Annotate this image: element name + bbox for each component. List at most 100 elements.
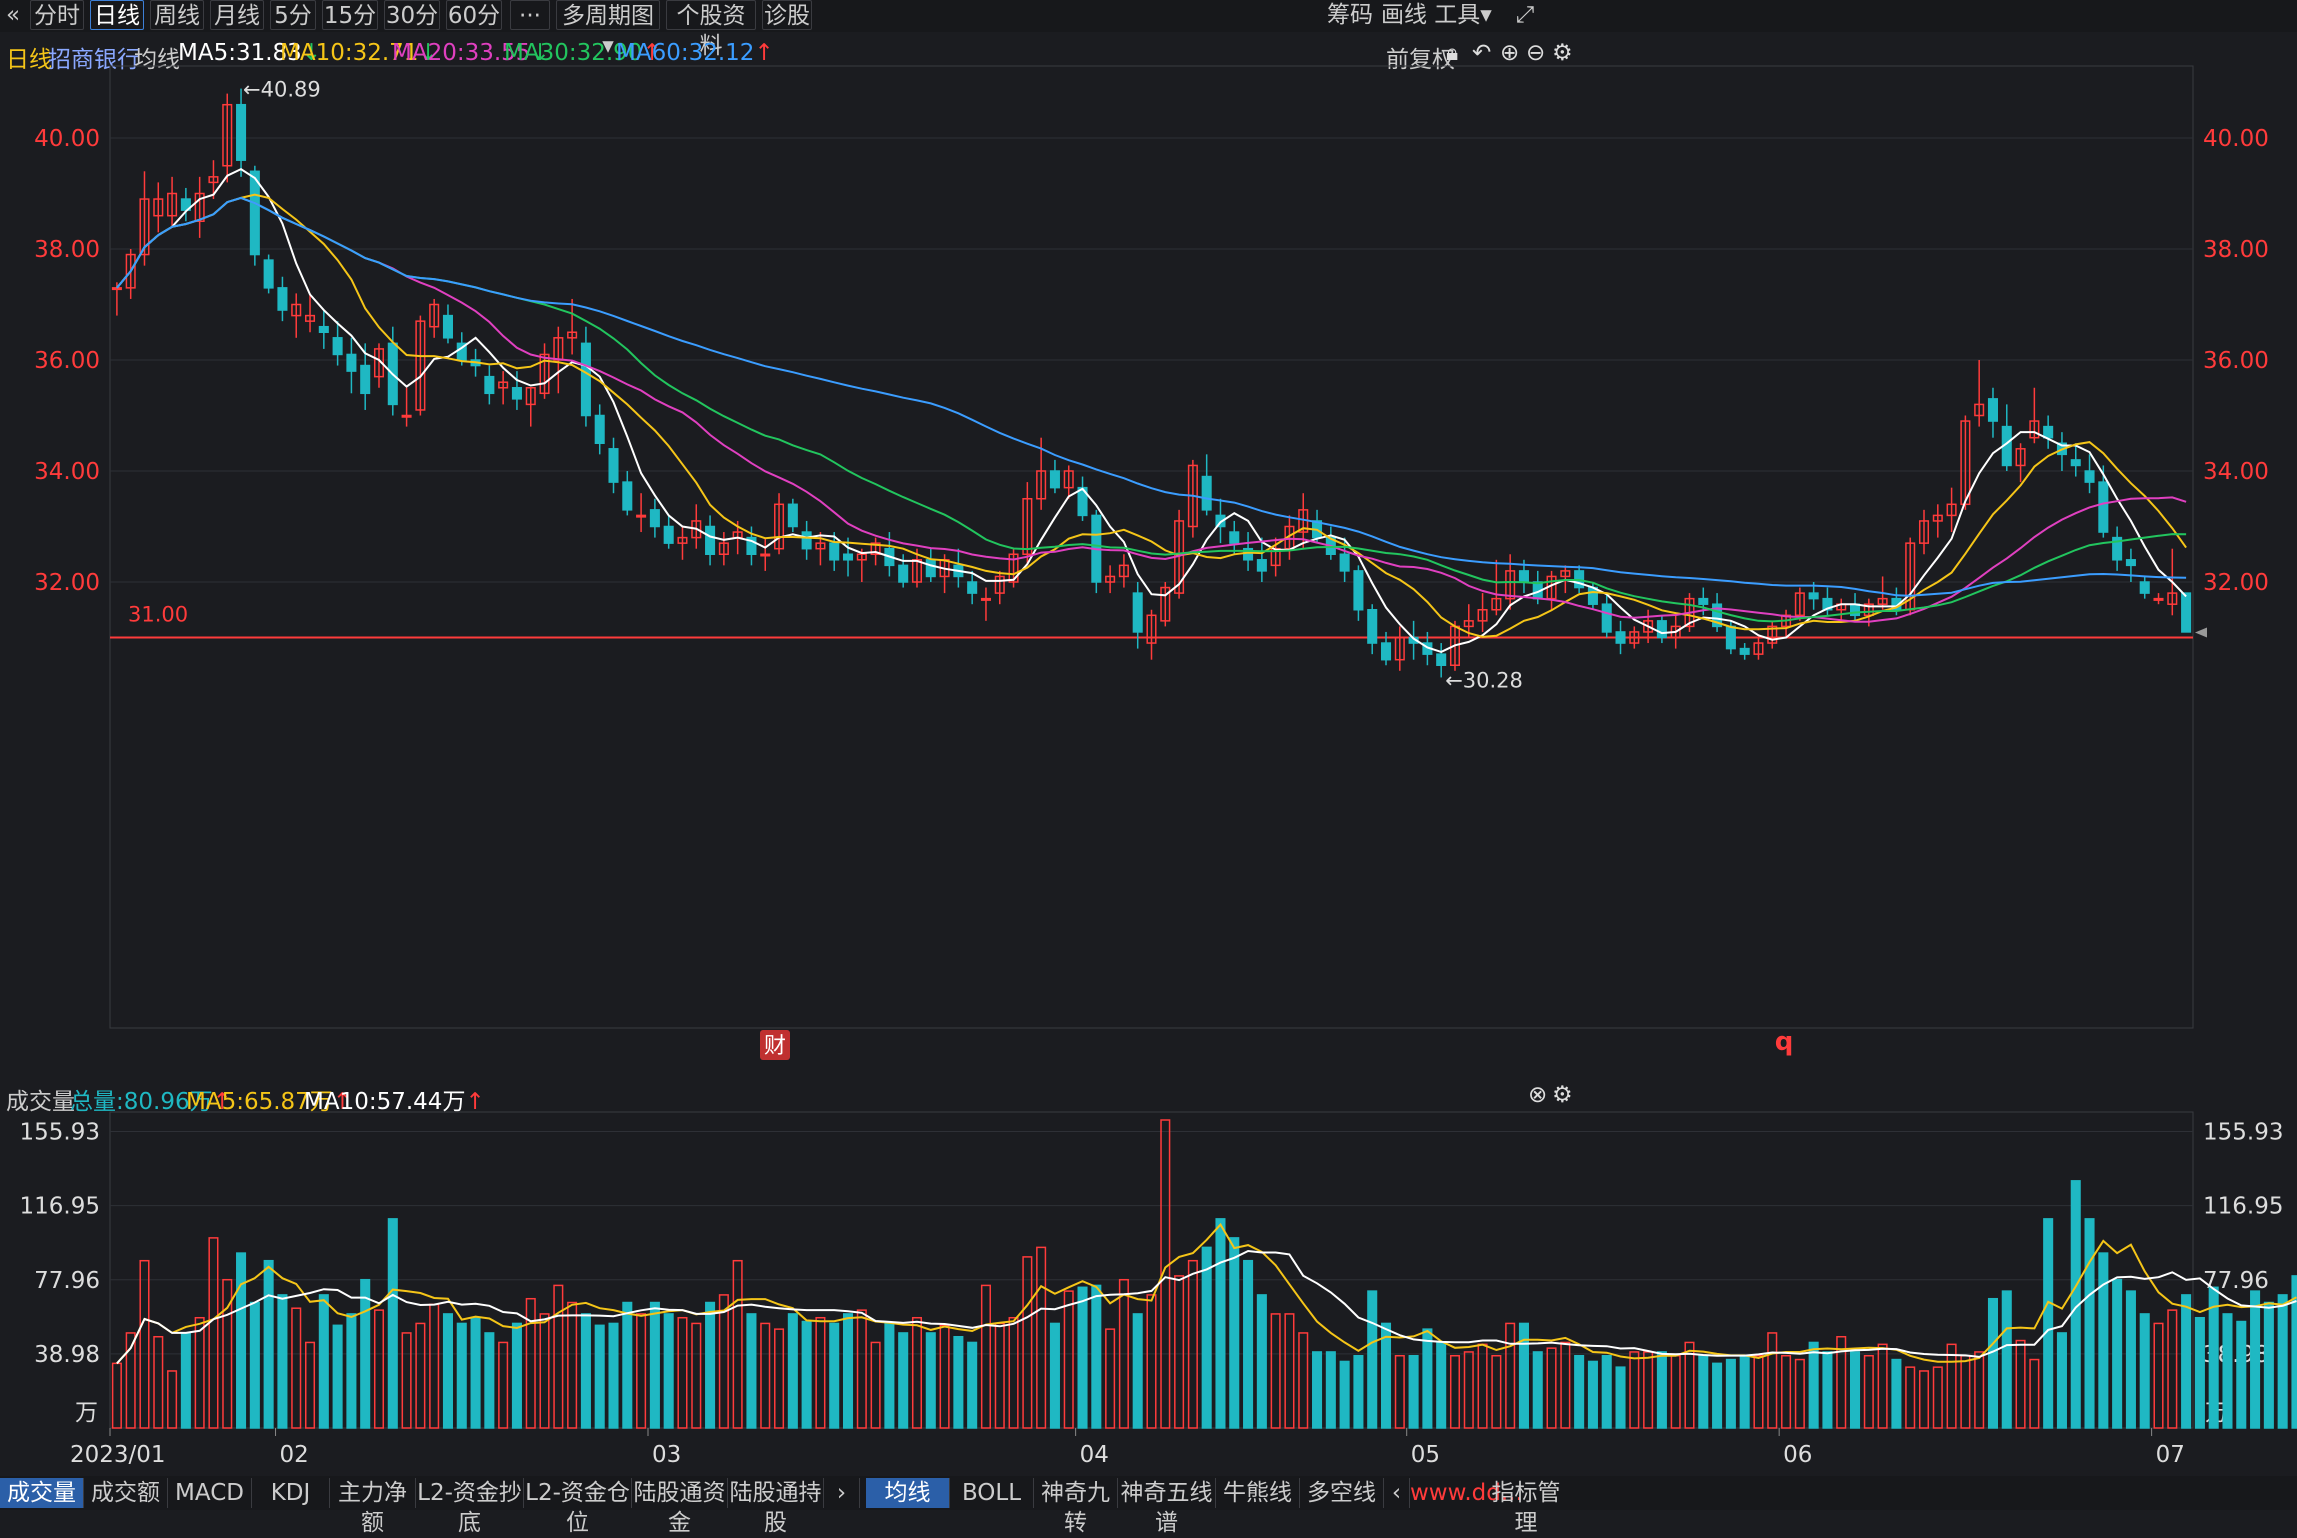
candle-body [263,259,274,289]
volume-bar [291,1307,302,1429]
tab-td9[interactable]: 神奇九转 [1034,1478,1118,1536]
more-button[interactable]: ··· [510,0,550,30]
fullscreen-icon[interactable]: ⤢ [1515,2,1535,28]
volume-gear-icon[interactable]: ⚙ [1552,1082,1573,1108]
candle-body [1105,575,1116,583]
tab-kdj[interactable]: KDJ [252,1478,330,1508]
ma10-line [116,193,2187,638]
multi-period-dropdown[interactable]: 多周期图 ▾ [556,0,660,59]
indicator-manage-button[interactable]: 指标管理 [1491,1480,1561,1536]
volume-bar [1532,1351,1543,1429]
avg-label[interactable]: 均线 [134,47,180,73]
tab-hk-flow[interactable]: 陆股通资金 [632,1478,728,1536]
zoom-out-icon[interactable]: ⊖ [1526,40,1546,66]
volume-bar [1312,1351,1323,1429]
volume-ma5-line [116,1222,2297,1365]
tab-l2-bottom[interactable]: L2-资金抄底 [416,1478,524,1536]
candle-body [1201,475,1212,511]
tab-rixian[interactable]: 日线 [90,0,144,30]
volume-bar [856,1309,867,1429]
tab-15min[interactable]: 15分 [322,0,378,30]
candle-body [1822,597,1833,611]
tab-volume[interactable]: 成交量 [0,1478,84,1508]
volume-bar [1574,1355,1585,1429]
volume-bar [801,1320,812,1429]
candle-body [484,375,495,395]
candle-body [1725,625,1736,650]
zoom-in-icon[interactable]: ⊕ [1500,40,1520,66]
tab-5min[interactable]: 5分 [270,0,316,30]
x-label: 02 [280,1442,309,1468]
chip-button[interactable]: 筹码 [1327,2,1373,28]
gear-icon[interactable]: ⚙ [1552,40,1573,66]
tab-hk-hold[interactable]: 陆股通持股 [728,1478,824,1536]
candle-body [980,597,991,601]
candle-body [760,553,771,557]
volume-bar [1822,1351,1833,1429]
tab-yuexian[interactable]: 月线 [210,0,264,30]
candle-body [2098,481,2109,533]
candle-body [332,337,343,356]
tab-30min[interactable]: 30分 [384,0,440,30]
tab-zhouxian[interactable]: 周线 [150,0,204,30]
tab-l2-position[interactable]: L2-资金仓位 [524,1478,632,1536]
tab-boll[interactable]: BOLL [950,1478,1034,1508]
candle-body [1477,609,1488,622]
draw-button[interactable]: 画线 [1381,2,1427,28]
tab-60min[interactable]: 60分 [446,0,502,30]
tab-long-short[interactable]: 多空线 [1300,1478,1384,1508]
volume-bar [953,1335,964,1429]
candle-body [898,564,909,583]
volume-bar [125,1332,136,1429]
back-icon[interactable]: « [5,2,21,28]
volume-bar [2250,1290,2261,1429]
candle-body [774,503,785,550]
lock-icon[interactable]: 🔒︎ [1446,40,1459,66]
tab-bull-bear[interactable]: 牛熊线 [1216,1478,1300,1508]
volume-bar [1201,1246,1212,1429]
undo-icon[interactable]: ↶ [1472,40,1492,66]
chevron-left-icon[interactable]: ‹ [1384,1478,1410,1508]
volume-bar [842,1313,854,1429]
chevron-right-icon[interactable]: › [824,1478,860,1508]
tab-main-net[interactable]: 主力净额 [330,1478,416,1536]
high-label: ←40.89 [243,78,321,102]
candle-body [429,303,440,328]
volume-bar [1850,1351,1861,1429]
candle-body [2015,448,2026,467]
close-icon[interactable]: ⊗ [1528,1082,1548,1108]
candle-body [801,531,812,550]
candle-body [153,198,164,217]
price-chart[interactable]: 40.00 40.00 38.00 38.00 36.00 36.00 34.00 34.00… [0,60,2297,1070]
chevron-down-icon: ▾ [1480,2,1492,28]
volume-bar [1643,1351,1654,1429]
volume-bar [429,1303,440,1429]
volume-bar [663,1313,674,1429]
tab-ma[interactable]: 均线 [866,1478,950,1508]
candle-body [663,525,674,544]
volume-bar [1215,1218,1226,1429]
stock-name[interactable]: 招商银行 [48,47,140,73]
tab-turnover[interactable]: 成交额 [84,1478,168,1508]
candle-body [718,542,729,555]
volume-bar [594,1324,605,1429]
candle-body [1036,470,1047,500]
adjust-label[interactable]: 前复权 [1386,47,1455,73]
volume-bar [111,1362,122,1429]
tab-macd[interactable]: MACD [168,1478,252,1508]
volume-bar [1477,1343,1488,1429]
volume-tick-left: 38.98 [34,1342,100,1368]
volume-bar [1560,1341,1571,1429]
tools-dropdown[interactable]: 工具▾ [1434,2,1492,28]
low-label: ←30.28 [1445,668,1523,692]
candle-body [194,192,205,222]
tab-five-lines[interactable]: 神奇五线谱 [1118,1478,1216,1536]
stock-info-button[interactable]: 个股资料 [666,0,756,59]
volume-bar [884,1322,895,1429]
volume-bar [153,1335,164,1429]
tab-fenshi[interactable]: 分时 [30,0,84,30]
candle-body [1132,592,1143,633]
diagnose-button[interactable]: 诊股 [762,0,812,30]
volume-bar [1187,1259,1198,1429]
